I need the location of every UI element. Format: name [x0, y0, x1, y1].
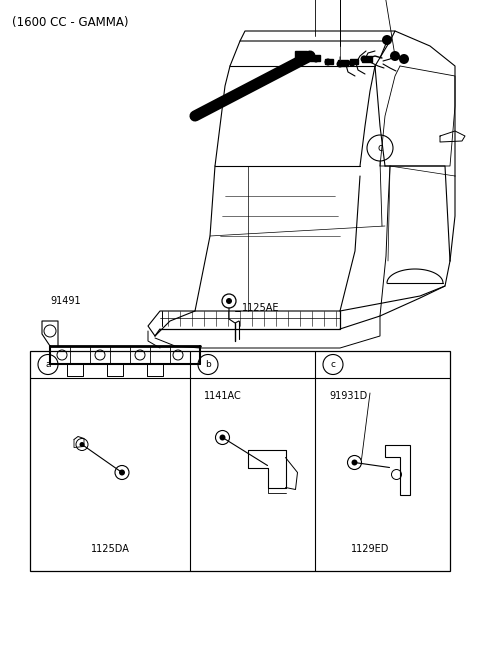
Text: 1125AE: 1125AE [242, 303, 279, 313]
Circle shape [312, 56, 320, 62]
Bar [350, 59, 358, 64]
Text: (1600 CC - GAMMA): (1600 CC - GAMMA) [12, 16, 129, 29]
Bar [338, 60, 348, 66]
Circle shape [226, 298, 232, 304]
Bar [362, 56, 372, 62]
Circle shape [336, 60, 344, 68]
Text: 1141AC: 1141AC [204, 391, 242, 401]
Circle shape [399, 54, 409, 64]
Circle shape [390, 51, 400, 61]
Circle shape [119, 470, 125, 476]
Text: 1125DA: 1125DA [91, 544, 130, 554]
Circle shape [324, 58, 332, 66]
Circle shape [80, 442, 84, 447]
Text: 1129ED: 1129ED [351, 544, 390, 554]
Text: a: a [45, 360, 51, 369]
Circle shape [219, 434, 226, 440]
Text: 91491: 91491 [50, 296, 81, 306]
Bar [30, 351, 450, 571]
Circle shape [382, 35, 392, 45]
Text: b: b [205, 360, 211, 369]
Text: c: c [331, 360, 336, 369]
Text: 91931D: 91931D [329, 391, 367, 401]
Text: c: c [377, 143, 383, 153]
Bar [325, 59, 333, 64]
Circle shape [348, 60, 356, 66]
Circle shape [360, 56, 368, 62]
Bar [310, 55, 320, 61]
Bar [295, 51, 307, 58]
Circle shape [351, 459, 358, 466]
